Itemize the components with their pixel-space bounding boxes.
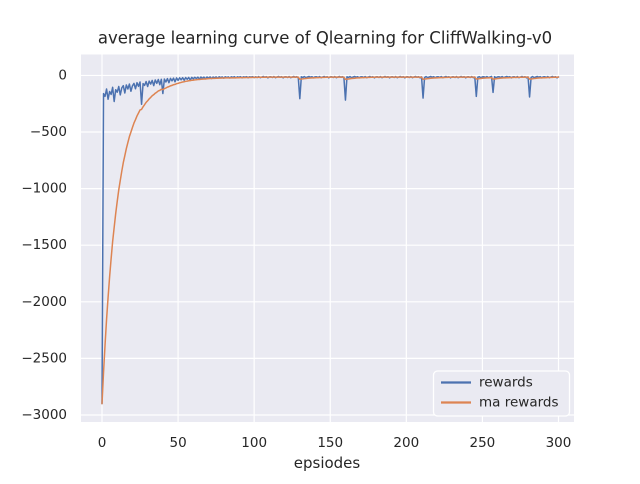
x-tick-label: 200 [393,435,419,451]
y-tick-label: 0 [58,67,67,83]
y-tick-label: −500 [30,124,67,140]
x-tick-label: 0 [98,435,107,451]
legend: rewards ma rewards [432,370,571,417]
legend-label-ma-rewards: ma rewards [479,395,559,411]
y-tick-label: −3000 [21,407,67,423]
axes-background [81,54,574,422]
x-tick-label: 50 [169,435,186,451]
x-tick-labels: 0 50 100 150 200 250 300 [98,435,572,451]
y-tick-labels: 0 −500 −1000 −1500 −2000 −2500 −3000 [21,67,67,423]
y-tick-label: −2500 [21,350,67,366]
x-tick-label: 250 [470,435,496,451]
ma-rewards-line [101,76,560,405]
x-tick-label: 300 [546,435,572,451]
x-tick-label: 100 [241,435,267,451]
chart-title: average learning curve of Qlearning for … [98,29,552,48]
y-tick-label: −1500 [21,237,67,253]
y-tick-label: −1000 [21,181,67,197]
data-series [101,75,560,405]
x-tick-label: 150 [317,435,343,451]
x-axis-label: epsiodes [294,454,361,472]
gridlines [81,54,574,422]
y-tick-label: −2000 [21,294,67,310]
legend-label-rewards: rewards [479,375,533,391]
